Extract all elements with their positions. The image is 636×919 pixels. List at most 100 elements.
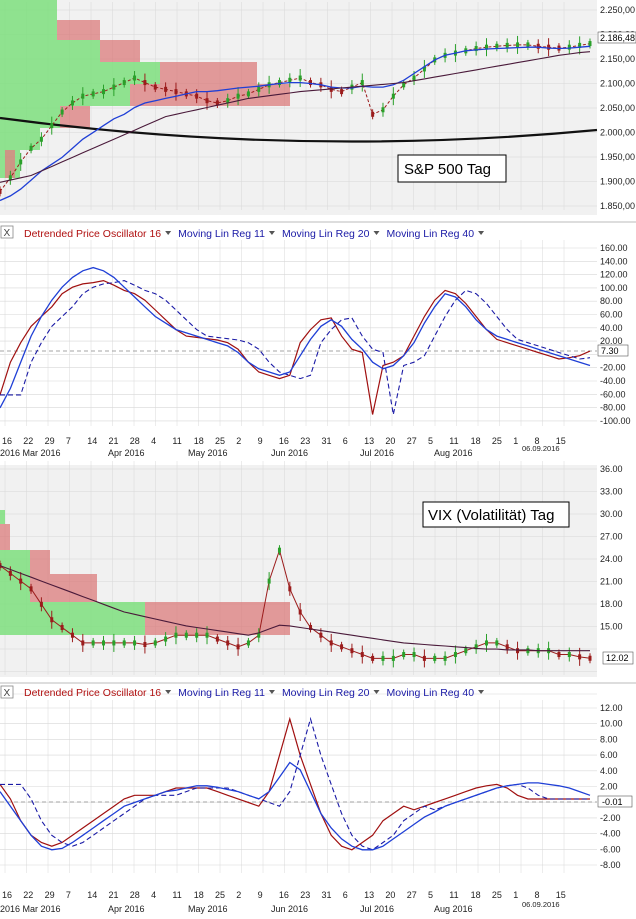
y-tick-label: -40.00 [600,376,626,386]
legend-item-3[interactable]: Moving Lin Reg 40 [387,687,475,699]
x-month-label: May 2016 [188,904,228,914]
x-tick-label: 6 [343,436,348,446]
price-bar-body [567,44,571,50]
price-bar-body [298,609,302,615]
y-tick-label: -2.00 [600,813,621,823]
x-tick-label: 13 [364,436,374,446]
legend-item-0[interactable]: Detrended Price Oscillator 16 [24,687,161,699]
price-bar-body [70,100,74,106]
close-panel-button[interactable] [0,685,14,699]
chevron-down-icon[interactable] [373,231,380,235]
chevron-down-icon[interactable] [268,690,275,694]
price-bar-body [102,89,106,95]
price-bar-body [277,547,281,553]
chevron-down-icon[interactable] [165,231,172,235]
legend-item-1[interactable]: Moving Lin Reg 11 [178,228,265,240]
x-tick-label: 15 [556,436,566,446]
legend-item-0[interactable]: Detrended Price Oscillator 16 [24,228,161,240]
y-tick-label: 4.00 [600,766,618,776]
last-value-box [597,795,633,808]
last-value: 12.02 [606,653,629,663]
x-tick-label: 22 [23,436,33,446]
price-bar-body [112,84,116,90]
price-bar-body [412,652,416,658]
price-bar-body [257,632,261,638]
price-bar-body [360,652,364,658]
x-tick-label: 27 [407,890,417,900]
y-tick-label: 140.00 [600,256,628,266]
x-tick-label: 11 [449,436,458,446]
y-tick-label: -4.00 [600,829,621,839]
x-tick-label: 14 [87,890,97,900]
spx-dpo-panel: X Detrended Price Oscillator 16 Moving Li… [0,221,636,426]
date-stamp: 06.09.2016 [522,444,560,453]
price-bar-body [484,44,488,50]
chart-title: S&P 500 Tag [404,161,491,178]
price-bar-body [246,91,250,97]
x-tick-label: 16 [279,890,289,900]
y-tick-label: 1.950,00 [600,152,635,162]
price-bar-body [60,624,64,630]
price-bar-body [474,644,478,650]
price-bar-body [319,632,323,638]
indicator-legend[interactable]: Detrended Price Oscillator 16 Moving Lin … [24,687,485,699]
price-bar-body [412,75,416,81]
legend-item-3[interactable]: Moving Lin Reg 40 [387,228,475,240]
close-icon[interactable]: X [4,228,11,239]
long-term-curve [0,116,598,143]
price-bar-body [19,159,23,165]
price-bar-body [70,632,74,638]
legend-item-2[interactable]: Moving Lin Reg 20 [282,687,370,699]
price-bar-body [195,93,199,99]
y-tick-label: 30.00 [600,509,623,519]
y-tick-label: 80.00 [600,296,623,306]
price-bar-body [536,43,540,49]
x-tick-label: 16 [2,436,12,446]
chevron-down-icon[interactable] [478,690,485,694]
price-bar-body [350,648,354,654]
price-bar-body [153,84,157,90]
x-axis-top: 16 22 29 7 14 21 28 4 11 18 25 2 9 16 23 31 6 13 20 27 5 11 18… [0,436,566,458]
x-tick-label: 14 [87,436,97,446]
price-bar-body [495,43,499,49]
x-tick-label: 20 [385,890,395,900]
indicator-legend[interactable]: Detrended Price Oscillator 16 Moving Lin … [24,228,485,240]
chevron-down-icon[interactable] [373,690,380,694]
vix-price-panel: 36.00 33.00 30.00 27.00 24.00 21.00 18.00 15.00… [0,461,634,695]
price-bar-body [81,93,85,99]
price-bar-body [422,655,426,661]
legend-item-2[interactable]: Moving Lin Reg 20 [282,228,370,240]
price-bar-body [215,100,219,106]
price-bar-body [474,46,478,52]
close-icon[interactable]: X [4,688,11,699]
chevron-down-icon[interactable] [165,690,172,694]
x-tick-label: 31 [322,436,332,446]
y-tick-label: 27.00 [600,532,623,542]
last-value: 2.186,48 [600,33,635,43]
y-tick-label: 2.150,00 [600,54,635,64]
y-tick-label: -8.00 [600,860,621,870]
x-tick-label: 21 [109,436,119,446]
x-tick-label: 9 [258,436,263,446]
price-bar-body [174,632,178,638]
x-tick-label: 2 [236,890,241,900]
price-bar-body [143,641,147,647]
chart-title: VIX (Volatilität) Tag [428,507,554,524]
price-bar-body [143,80,147,86]
x-month-label: Apr 2016 [108,448,145,458]
y-tick-label: 2.250,00 [600,5,635,15]
price-bar-body [578,42,582,48]
price-bar-body [50,123,54,129]
price-bar-body [309,624,313,630]
series-line-1 [0,761,591,851]
x-tick-label: 25 [215,890,225,900]
price-bar-body [588,41,592,47]
x-tick-label: 25 [492,436,502,446]
close-panel-button[interactable] [0,225,14,239]
price-bar-body [122,640,126,646]
chevron-down-icon[interactable] [478,231,485,235]
price-bar-body [8,175,12,181]
chevron-down-icon[interactable] [268,231,275,235]
price-bar-body [8,570,12,576]
legend-item-1[interactable]: Moving Lin Reg 11 [178,687,265,699]
